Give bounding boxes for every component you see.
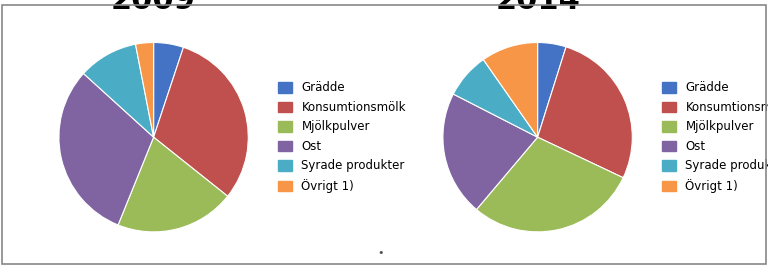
Wedge shape (453, 59, 538, 137)
Legend: Grädde, Konsumtionsmölk, Mjölkpulver, Ost, Syrade produkter, Övrigt 1): Grädde, Konsumtionsmölk, Mjölkpulver, Os… (662, 82, 768, 193)
Title: 2009: 2009 (111, 0, 196, 15)
Wedge shape (84, 44, 154, 137)
Wedge shape (538, 47, 632, 178)
Wedge shape (154, 43, 184, 137)
Wedge shape (443, 94, 538, 210)
Wedge shape (476, 137, 623, 232)
Wedge shape (59, 73, 154, 225)
Wedge shape (118, 137, 227, 232)
Wedge shape (538, 43, 566, 137)
Wedge shape (483, 43, 538, 137)
Title: 2014: 2014 (495, 0, 580, 15)
Wedge shape (154, 47, 248, 196)
Text: •: • (377, 248, 383, 258)
Legend: Grädde, Konsumtionsmölk, Mjölkpulver, Ost, Syrade produkter, Övrigt 1): Grädde, Konsumtionsmölk, Mjölkpulver, Os… (278, 82, 406, 193)
Wedge shape (135, 43, 154, 137)
